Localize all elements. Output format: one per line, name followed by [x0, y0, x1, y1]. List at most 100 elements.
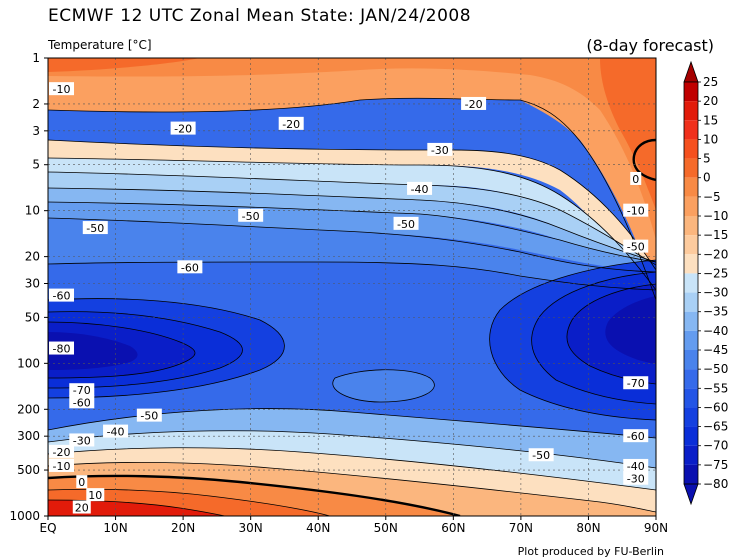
contour-label-bg: [49, 458, 75, 472]
colorbar-label: −25: [703, 266, 728, 280]
colorbar-label: −20: [703, 247, 728, 261]
contour-label-text: 20: [75, 502, 89, 515]
contour-label-bg: [82, 221, 108, 235]
contour-label-text: -50: [86, 222, 104, 235]
y-tick-label: 300: [17, 429, 40, 443]
contour-label-bg: [623, 471, 649, 485]
colorbar-label: 0: [703, 171, 711, 185]
colorbar-swatch: [684, 196, 698, 216]
band-m40: [48, 188, 656, 272]
contour-label-bg: [278, 116, 304, 130]
colorbar-label: −60: [703, 400, 728, 414]
grid-lines: [48, 58, 656, 516]
contour-label-text: -50: [242, 210, 260, 223]
colorbar-swatch: [684, 292, 698, 312]
contour-label: -50: [136, 408, 162, 423]
contour-label-bg: [623, 239, 649, 253]
band-m55-mid: [332, 369, 435, 402]
band-m35: [48, 172, 656, 280]
contour-label-bg: [630, 171, 642, 185]
contour-labels: -10-20-20 -20-30-400-10-50-50-50-50-60-60…: [49, 82, 649, 515]
contour-label-text: -30: [627, 473, 645, 486]
contour-label-text: -20: [53, 446, 71, 459]
band-warm-polar: [600, 58, 656, 210]
contour-label-text: -10: [53, 83, 71, 96]
contour-label: 0: [630, 171, 642, 186]
contour-label: -20: [278, 116, 304, 131]
contour-label-bg: [69, 433, 95, 447]
contour-label-text: -20: [282, 118, 300, 131]
colorbar-label: −50: [703, 362, 728, 376]
x-tick-label: 30N: [239, 521, 263, 535]
colorbar-swatch: [684, 139, 698, 159]
colorbar-swatch: [684, 445, 698, 465]
contour-zero-lower: [48, 474, 461, 516]
contour-label-text: -30: [73, 434, 91, 447]
colorbar-label: −80: [703, 477, 728, 491]
contour-label-text: -10: [627, 205, 645, 218]
y-tick-label: 500: [17, 463, 40, 477]
x-tick-label: 20N: [171, 521, 195, 535]
colorbar-swatch: [684, 235, 698, 255]
contour-label-bg: [69, 395, 95, 409]
colorbar-swatch: [684, 216, 698, 236]
contour-label: -60: [177, 260, 203, 274]
band-lower-20: [48, 500, 225, 516]
contour-label-text: -80: [53, 343, 71, 356]
colorbar-label: −30: [703, 286, 728, 300]
colorbar-label: −45: [703, 343, 728, 357]
colorbar-label: −40: [703, 324, 728, 338]
contour-label-bg: [407, 181, 433, 195]
band-m50: [48, 218, 656, 290]
x-tick-label: 90N: [644, 521, 668, 535]
colorbar-label: 15: [703, 113, 718, 127]
colorbar-swatch: [684, 273, 698, 293]
colorbar-swatch: [684, 82, 698, 102]
y-tick-label: 2: [32, 97, 40, 111]
y-tick-label: 20: [25, 250, 40, 264]
contour-label-bg: [49, 288, 75, 302]
band-m80-right: [605, 296, 656, 364]
contour-label: -50: [238, 208, 264, 223]
contour-label-text: -60: [73, 396, 91, 409]
colorbar-top-arrow: [683, 60, 699, 83]
contour-label: -40: [407, 181, 433, 196]
y-tick-label: 5: [32, 158, 40, 172]
contour-label: -40: [103, 424, 129, 439]
contour-label: -30: [427, 142, 453, 157]
contour-label-text: -70: [627, 377, 645, 390]
contour-label: -60: [49, 288, 75, 303]
colorbar-label: −5: [703, 190, 721, 204]
band-m45: [48, 202, 656, 272]
colorbar-label: −70: [703, 439, 728, 453]
contour-label: -50: [393, 216, 419, 231]
band-m80-left: [48, 332, 138, 370]
contour-label-text: -30: [431, 144, 449, 157]
band-m25: [48, 140, 656, 310]
contour-lines: [48, 97, 656, 516]
contour-label-text: 0: [632, 173, 639, 186]
contour-label-bg: [623, 376, 649, 390]
contour-label: 20: [72, 500, 91, 515]
colorbar-label: −35: [703, 305, 728, 319]
x-tick-label: 80N: [576, 521, 600, 535]
contour-label-bg: [177, 260, 203, 274]
contour-label-bg: [528, 448, 554, 462]
y-tick-label: 30: [25, 277, 40, 291]
contour-label-bg: [170, 121, 196, 135]
colorbar-swatch: [684, 158, 698, 178]
contour-label-text: 0: [78, 476, 85, 489]
colorbar-label: −75: [703, 458, 728, 472]
contour-zero-polar: [632, 138, 656, 182]
contour-label-bg: [623, 458, 649, 472]
x-tick-label: 70N: [509, 521, 533, 535]
colorbar-label: 20: [703, 94, 718, 108]
contour-label-bg: [49, 341, 75, 355]
contour-label-text: -60: [181, 261, 199, 274]
colorbar-swatch: [684, 464, 698, 484]
contour-label-bg: [393, 216, 419, 230]
contour-label: -70: [69, 383, 95, 397]
contour-label: -10: [49, 458, 75, 473]
colorbar-frame: [683, 81, 699, 485]
x-tick-label: EQ: [39, 521, 56, 535]
